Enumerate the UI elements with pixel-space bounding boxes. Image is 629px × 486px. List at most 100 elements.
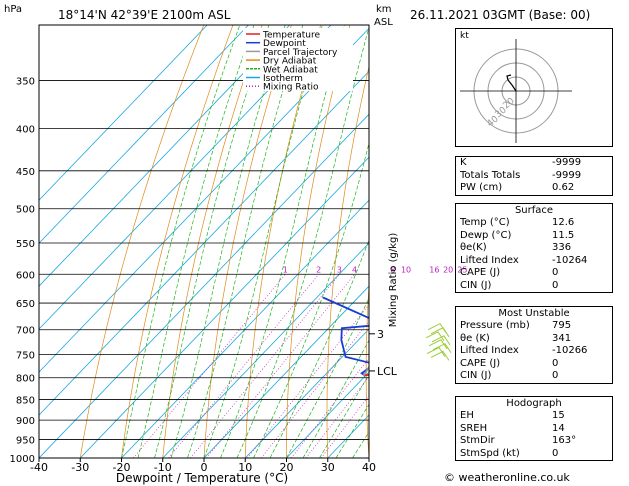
row-value: 0: [552, 267, 559, 278]
table-row: Lifted Index -10266: [456, 345, 612, 358]
table-row: K -9999: [456, 157, 612, 170]
hodo-table-title: Hodograph: [506, 398, 562, 409]
wind-barb: [430, 350, 450, 361]
row-value: 12.6: [552, 217, 575, 228]
mixing-ratio-line: [168, 274, 319, 458]
pressure-tick-label: 500: [16, 205, 35, 216]
x-tick-label: 10: [238, 461, 252, 474]
pressure-tick-label: 650: [16, 299, 35, 310]
pressure-tick-label: 450: [16, 167, 35, 178]
row-key: CIN (J): [460, 370, 492, 381]
x-tick-label: -30: [71, 461, 89, 474]
row-value: 0.62: [552, 182, 575, 193]
hodograph-unit: kt: [460, 31, 469, 41]
wet-adiabat-line: [236, 25, 369, 458]
legend-box: [243, 28, 353, 91]
row-value: 0: [552, 279, 559, 291]
profile-lines: [322, 296, 369, 377]
datetime-title: 26.11.2021 03GMT (Base: 00): [410, 8, 591, 22]
wind-barbs: [425, 323, 452, 361]
mixing-ratio-line: [206, 274, 355, 458]
row-key: StmSpd (kt): [460, 447, 520, 459]
surface-title: Surface: [514, 205, 554, 216]
x-tick-label: 40: [362, 461, 376, 474]
pressure-tick-label: 350: [16, 76, 35, 87]
pressure-tick-label: 600: [16, 270, 35, 281]
row-key: θe(K): [460, 242, 487, 253]
isotherm-line: [244, 328, 369, 458]
mixing-ratio-label: 25: [457, 265, 467, 274]
temperature-line: [363, 373, 369, 377]
table-row: CIN (J) 0: [456, 280, 612, 293]
wind-barb: [432, 343, 452, 353]
dry-adiabat-line: [404, 25, 437, 458]
row-value: 0: [552, 447, 559, 459]
dry-adiabat-line: [121, 25, 234, 458]
dewpoint-line: [322, 296, 369, 377]
isotherm-line: [39, 113, 369, 458]
table-row: θe (K) 341: [456, 333, 612, 346]
row-value: 14: [552, 422, 565, 434]
isotherm-line: [39, 25, 332, 330]
x-tick-label: 0: [201, 461, 208, 474]
row-key: Temp (°C): [460, 217, 510, 228]
legend-label: Mixing Ratio: [263, 83, 319, 93]
row-value: -9999: [552, 157, 582, 168]
copyright-label: © weatheronline.co.uk: [444, 471, 570, 484]
table-row: θe(K) 336: [456, 242, 612, 255]
row-key: PW (cm): [460, 182, 503, 193]
mixing-ratio-line: [190, 274, 340, 458]
row-value: -9999: [552, 169, 582, 181]
row-value: -10264: [552, 254, 588, 266]
row-key: Dewp (°C): [460, 229, 512, 241]
table-row: SREH 14: [456, 423, 612, 436]
pressure-tick-label: 750: [16, 351, 35, 362]
isotherm-line: [39, 25, 249, 244]
table-row: PW (cm) 0.62: [456, 182, 612, 195]
x-tick-label: -10: [154, 461, 172, 474]
legend-label: Parcel Trajectory: [263, 48, 338, 58]
table-row: EH 15: [456, 410, 612, 423]
background-lines: [39, 25, 437, 458]
isotherm-line: [39, 25, 208, 201]
wind-barb: [431, 335, 451, 346]
row-key: Pressure (mb): [460, 320, 530, 331]
row-value: 163°: [552, 435, 577, 446]
pressure-tick-label: 1000: [10, 454, 35, 465]
temperature-axis: -40 -30 -20 -10 0 10 20 30 40: [30, 458, 376, 474]
pressure-tick-label: 900: [16, 416, 35, 427]
row-value: -10266: [552, 345, 588, 356]
table-row: Lifted Index -10264: [456, 255, 612, 268]
row-value: 795: [552, 320, 572, 331]
asl-unit: ASL: [374, 17, 393, 28]
row-value: 0: [552, 370, 559, 381]
km-unit: km: [376, 4, 392, 15]
legend-label: Isotherm: [263, 74, 303, 84]
table-row: StmSpd (kt) 0: [456, 448, 612, 461]
row-key: CIN (J): [460, 279, 492, 291]
dry-adiabat-line: [79, 25, 205, 458]
table-row: Pressure (mb) 795: [456, 320, 612, 333]
wet-adiabat-line: [319, 373, 369, 458]
mixing-ratio-line: [247, 304, 369, 458]
row-key: Totals Totals: [460, 169, 521, 181]
wet-adiabat-line: [121, 25, 241, 458]
legend-label: Wet Adiabat: [263, 65, 318, 75]
pressure-tick-label: 850: [16, 396, 35, 407]
table-row: StmDir 163°: [456, 435, 612, 448]
x-tick-label: -20: [113, 461, 131, 474]
mixing-ratio-label: 2: [316, 265, 321, 274]
row-key: K: [460, 157, 467, 168]
table-row: Dewp (°C) 11.5: [456, 230, 612, 243]
legend-label: Dry Adiabat: [263, 57, 317, 67]
hodograph-plot: 40 30 20: [460, 39, 572, 143]
row-value: 0: [552, 357, 559, 369]
row-key: SREH: [460, 422, 488, 434]
isotherm-line: [79, 156, 369, 458]
row-key: CAPE (J): [460, 357, 501, 369]
mixing-ratio-label: 8: [391, 265, 396, 274]
most-unstable-title: Most Unstable: [498, 308, 570, 319]
wet-adiabat-line: [302, 339, 369, 458]
